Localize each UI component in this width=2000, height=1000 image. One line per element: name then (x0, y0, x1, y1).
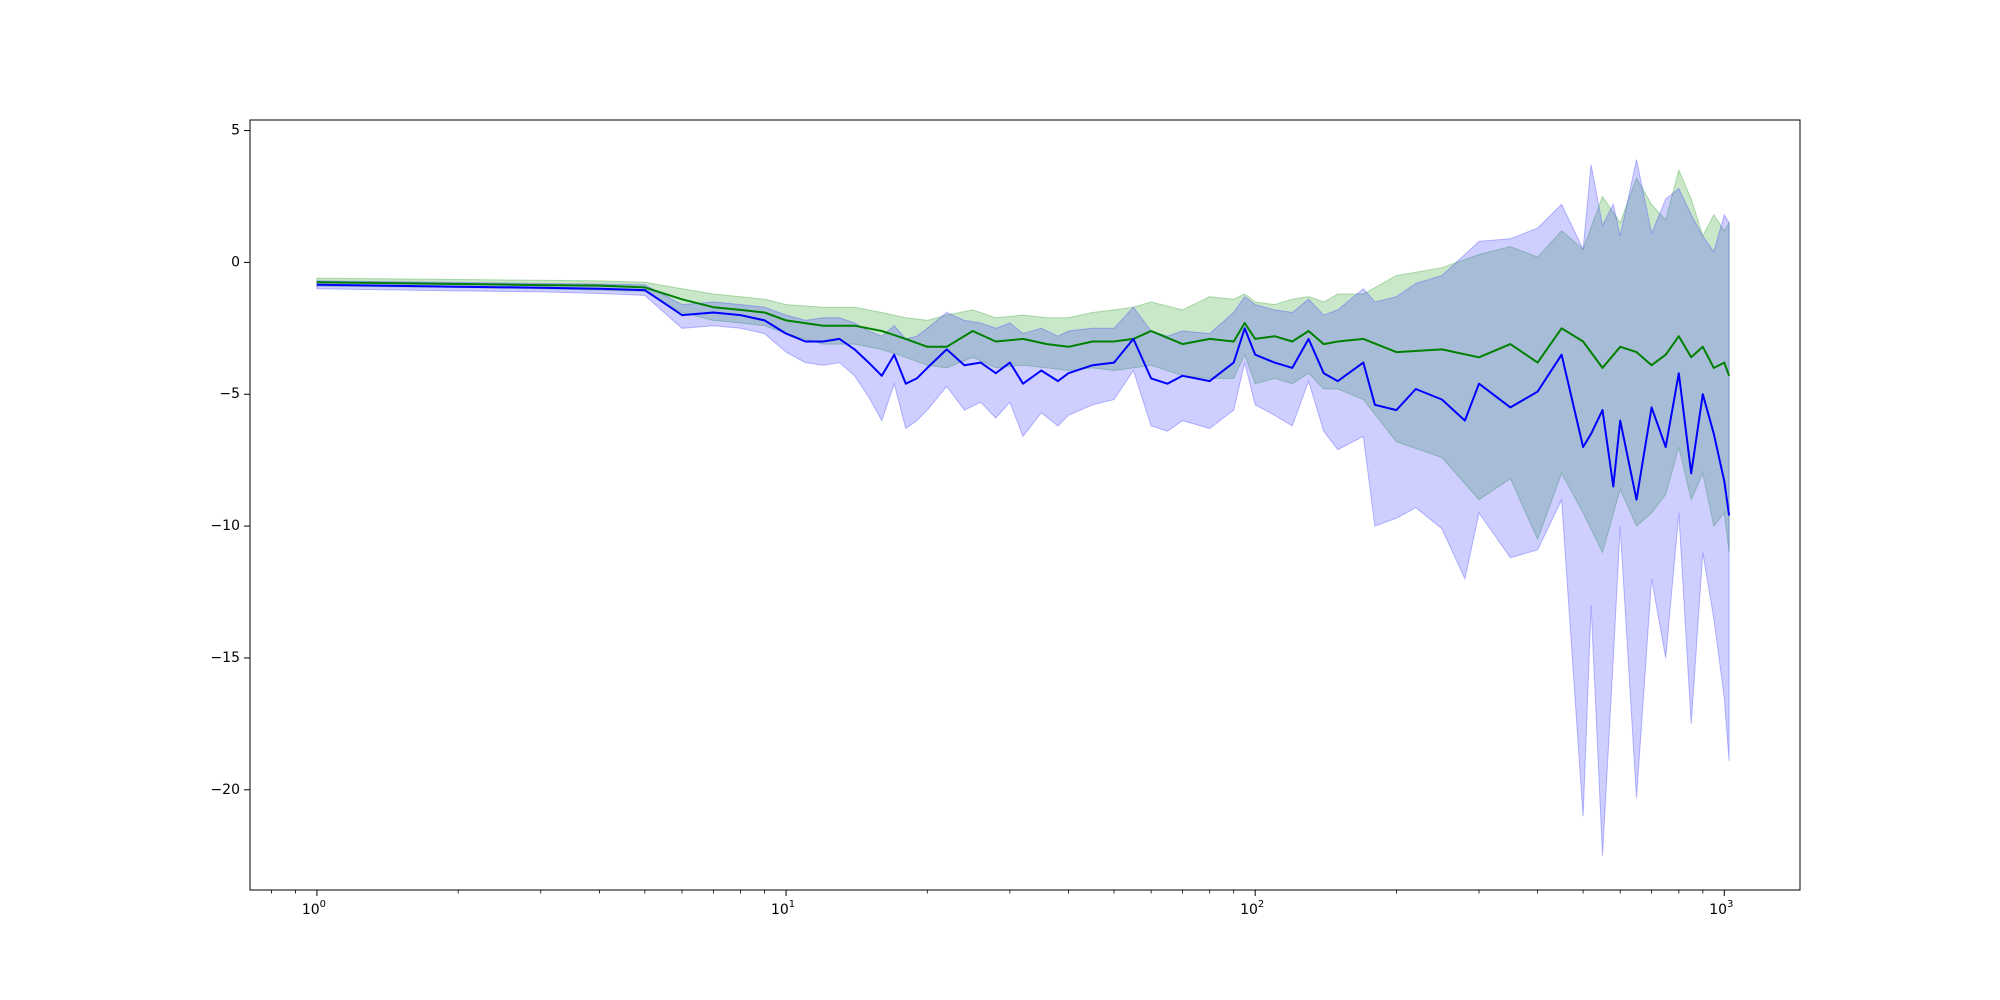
x-tick-exponent: 3 (1727, 899, 1733, 910)
series-lines (316, 281, 1731, 516)
y-tick-label: −10 (210, 518, 240, 534)
x-tick-label: 101 (771, 899, 795, 918)
y-tick-label: −15 (210, 650, 240, 666)
x-tick-label: 102 (1240, 899, 1264, 918)
series-0-line (316, 281, 1731, 377)
x-tick-exponent: 1 (789, 899, 795, 910)
x-axis: 100 101 102 103 (271, 890, 1733, 918)
y-axis: 5 0 −5 −10 −15 −20 (210, 123, 250, 798)
y-tick-label: −20 (210, 782, 240, 798)
x-tick-exponent: 0 (320, 899, 326, 910)
x-tick-base: 10 (302, 902, 320, 918)
plot-area-frame (249, 119, 1801, 891)
series-1-line (316, 283, 1731, 516)
series-1-band (316, 159, 1730, 856)
x-tick-label: 100 (302, 899, 326, 918)
x-tick-base: 10 (1240, 902, 1258, 918)
x-tick-base: 10 (771, 902, 789, 918)
confidence-bands (316, 159, 1730, 856)
x-tick-exponent: 2 (1258, 899, 1264, 910)
series-0-band (316, 168, 1730, 554)
y-tick-label: 5 (231, 123, 240, 139)
x-tick-label: 103 (1709, 899, 1733, 918)
y-tick-label: −5 (219, 386, 240, 402)
x-tick-base: 10 (1709, 902, 1727, 918)
y-tick-label: 0 (231, 254, 240, 270)
